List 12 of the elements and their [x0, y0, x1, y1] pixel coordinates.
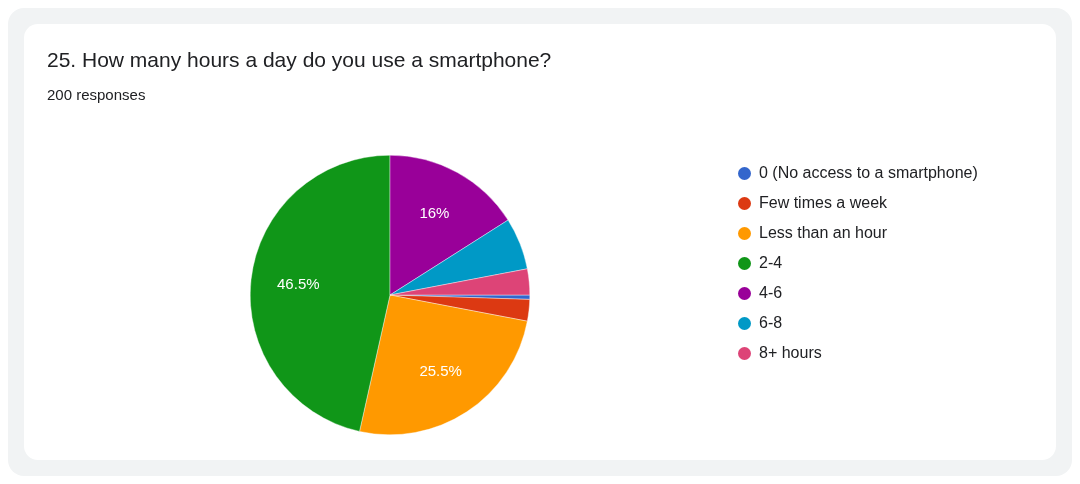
legend-label: 4-6 — [759, 284, 783, 302]
text: 200 responses — [47, 86, 146, 103]
chart-title: 25. How many hours a day do you use a smartphone? — [47, 48, 552, 72]
legend-label: Few times a week — [759, 194, 888, 212]
legend-label: 8+ hours — [759, 344, 822, 362]
legend-label: Less than an hour — [759, 224, 888, 242]
data-label: 46.5% — [277, 275, 320, 293]
data-label: 16% — [419, 204, 450, 222]
legend-label: 2-4 — [759, 254, 783, 272]
legend-label: 6-8 — [759, 314, 783, 332]
data-label: 25.5% — [419, 362, 462, 380]
legend-label: 0 (No access to a smartphone) — [759, 164, 978, 182]
